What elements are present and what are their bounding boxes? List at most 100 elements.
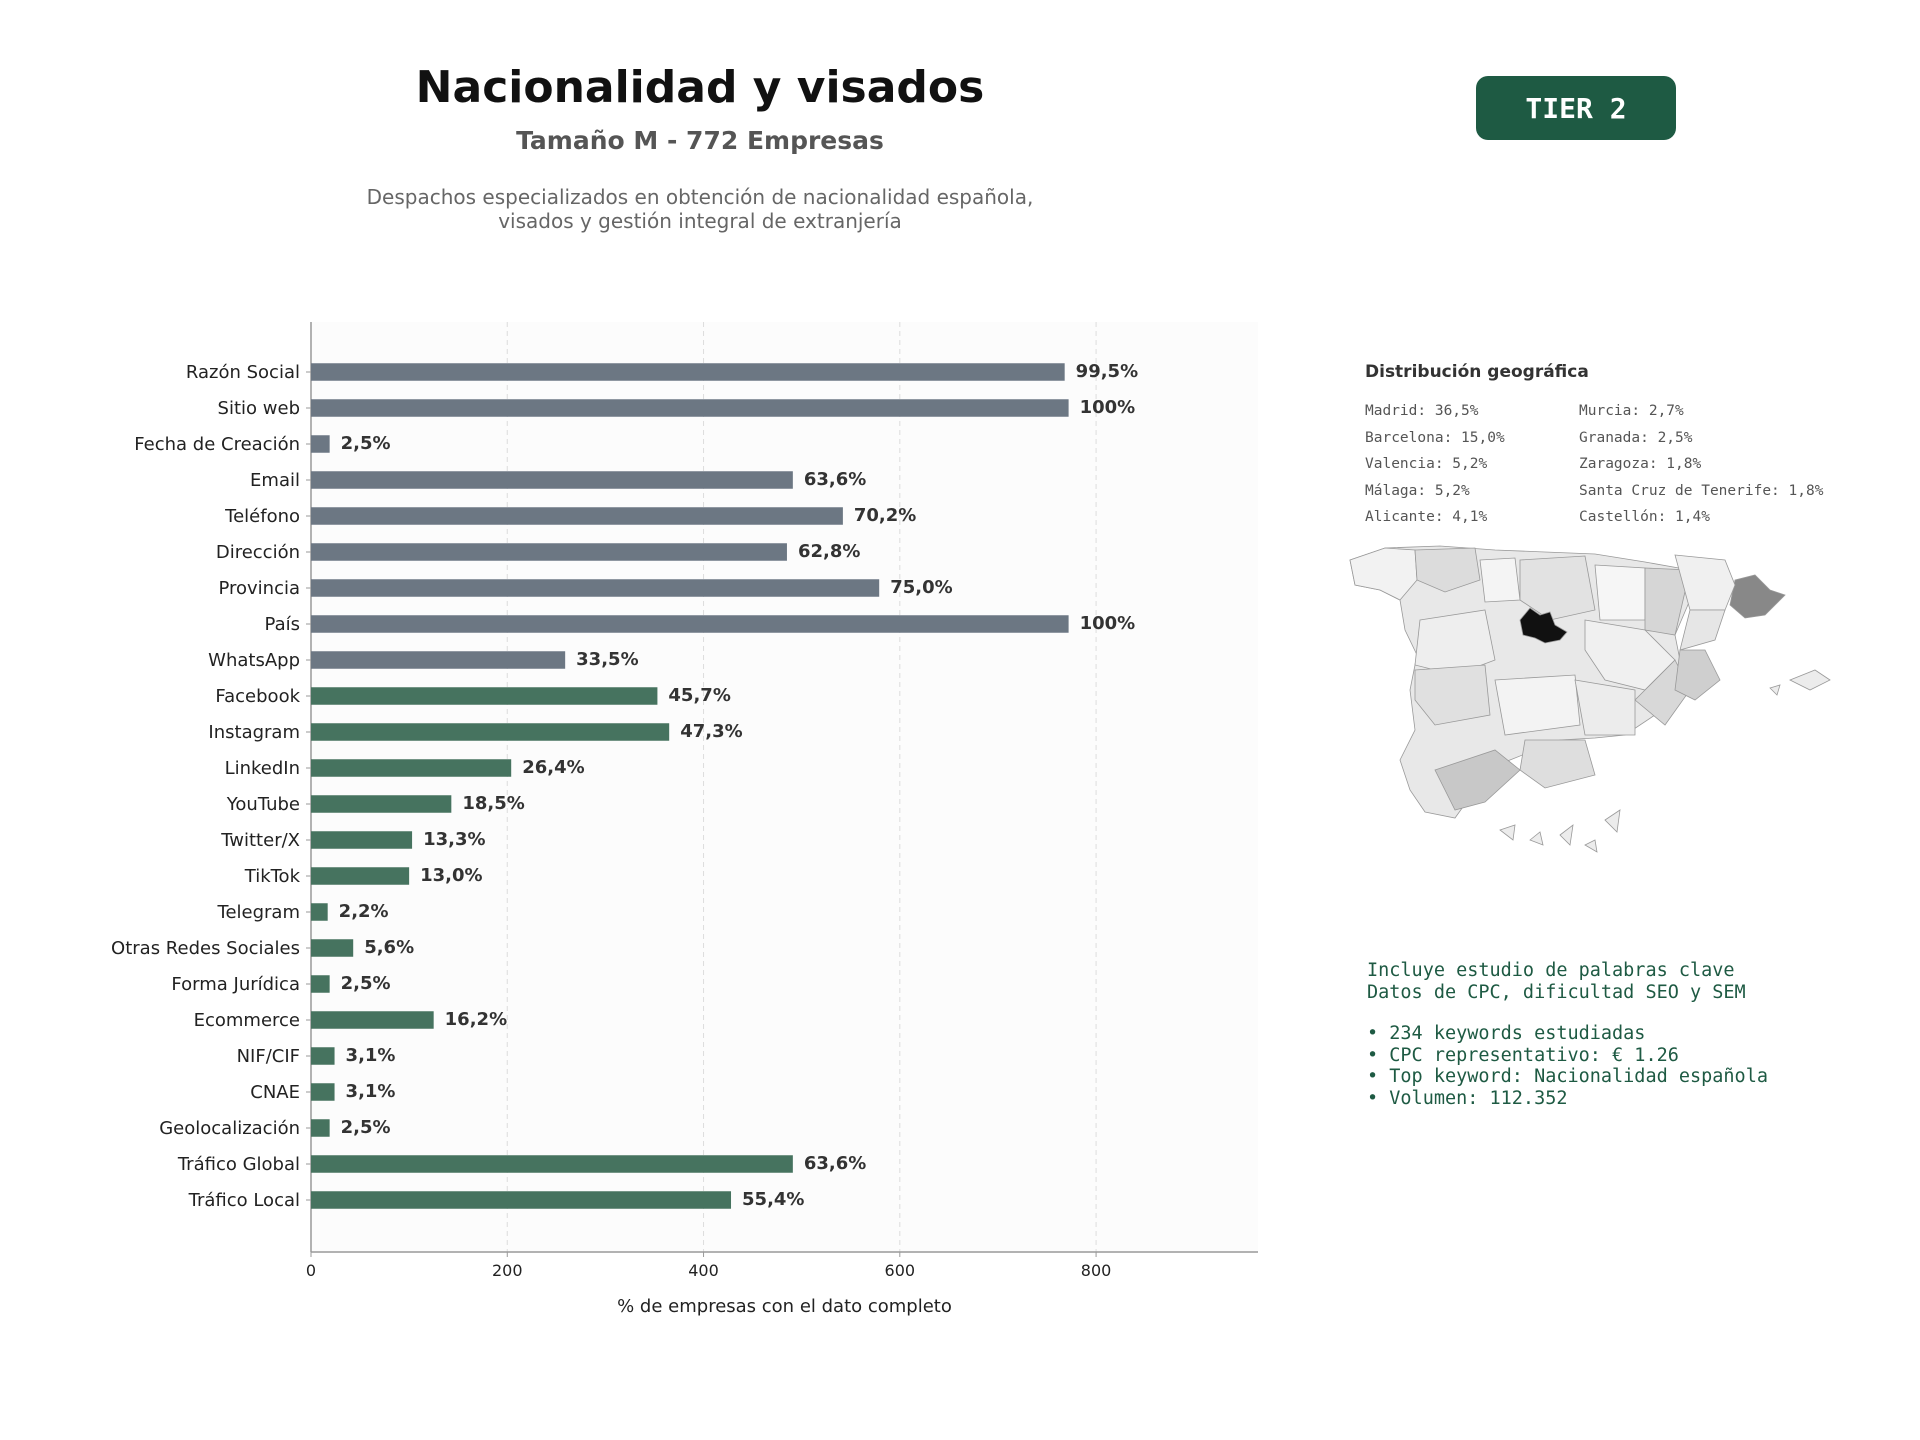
bar — [311, 759, 512, 777]
bar — [311, 363, 1065, 381]
category-label: Provincia — [218, 578, 300, 599]
map-province — [1729, 574, 1786, 619]
map-province — [1769, 684, 1781, 696]
bar — [311, 543, 787, 561]
data-label: 3,1% — [346, 1045, 396, 1066]
data-label: 63,6% — [804, 1153, 866, 1174]
x-tick-label: 600 — [885, 1261, 916, 1280]
data-label: 47,3% — [680, 721, 742, 742]
bar — [311, 399, 1069, 417]
map-province — [1584, 839, 1598, 853]
bar — [311, 435, 330, 453]
category-label: NIF/CIF — [237, 1046, 300, 1067]
bar — [311, 1083, 335, 1101]
map-province — [1414, 547, 1481, 593]
keyword-bullet: • Top keyword: Nacionalidad española — [1367, 1066, 1768, 1087]
category-label: Forma Jurídica — [171, 974, 300, 995]
geo-item: Granada: 2,5% — [1579, 429, 1693, 446]
map-province — [1674, 554, 1736, 611]
bar — [311, 831, 413, 849]
category-label: País — [265, 614, 300, 635]
page-description: Despachos especializados en obtención de… — [300, 185, 1100, 233]
bar — [311, 615, 1069, 633]
map-province — [1559, 824, 1574, 846]
geo-item: Santa Cruz de Tenerife: 1,8% — [1579, 482, 1824, 499]
bar — [311, 507, 843, 525]
category-label: Razón Social — [186, 362, 300, 383]
category-label: Tráfico Local — [188, 1190, 300, 1211]
category-label: Twitter/X — [220, 830, 300, 851]
bar — [311, 795, 452, 813]
keyword-bullet: • CPC representativo: € 1.26 — [1367, 1044, 1679, 1066]
data-label: 2,5% — [341, 973, 391, 994]
data-label: 3,1% — [346, 1081, 396, 1102]
map-province — [1349, 547, 1418, 601]
x-axis-label: % de empresas con el dato completo — [617, 1296, 952, 1317]
map-province — [1414, 664, 1491, 726]
geo-item: Málaga: 5,2% — [1365, 482, 1470, 499]
map-province — [1479, 557, 1521, 603]
map-province — [1519, 607, 1568, 644]
bar — [311, 579, 880, 597]
bar — [311, 903, 328, 921]
map-province — [1499, 824, 1516, 841]
category-label: Fecha de Creación — [134, 434, 300, 455]
geo-item: Zaragoza: 1,8% — [1579, 456, 1702, 472]
geo-item: Valencia: 5,2% — [1365, 456, 1488, 472]
category-label: YouTube — [226, 794, 300, 815]
category-label: WhatsApp — [208, 650, 300, 671]
geo-item: Murcia: 2,7% — [1579, 403, 1684, 419]
data-label: 2,2% — [339, 901, 389, 922]
bar — [311, 687, 658, 705]
description-line-1: Despachos especializados en obtención de… — [366, 185, 1034, 209]
geo-title: Distribución geográfica — [1365, 362, 1589, 382]
spain-province-map — [1349, 545, 1831, 853]
geo-list-left: Madrid: 36,5% Barcelona: 15,0% Valencia:… — [1365, 398, 1505, 531]
bar — [311, 1119, 330, 1137]
x-tick-label: 800 — [1081, 1261, 1112, 1280]
bar — [311, 939, 354, 957]
geo-item: Madrid: 36,5% — [1365, 403, 1479, 419]
tier-badge: TIER 2 — [1476, 76, 1676, 140]
page-subtitle: Tamaño M - 772 Empresas — [516, 126, 884, 155]
data-label: 45,7% — [668, 685, 730, 706]
map-province — [1679, 609, 1726, 651]
category-label: CNAE — [250, 1082, 300, 1103]
category-label: Teléfono — [224, 506, 300, 527]
category-label: Dirección — [216, 542, 300, 563]
data-label: 63,6% — [804, 469, 866, 490]
bar — [311, 1011, 434, 1029]
x-tick-label: 0 — [306, 1261, 316, 1280]
map-province — [1604, 809, 1621, 833]
category-label: Sitio web — [218, 398, 300, 419]
data-label: 70,2% — [854, 505, 916, 526]
category-label: Otras Redes Sociales — [111, 938, 300, 959]
data-label: 26,4% — [522, 757, 584, 778]
category-label: Instagram — [208, 722, 300, 743]
map-province — [1789, 669, 1831, 691]
data-label: 99,5% — [1076, 361, 1138, 382]
data-label: 62,8% — [798, 541, 860, 562]
geo-list-right: Murcia: 2,7% Granada: 2,5% Zaragoza: 1,8… — [1579, 398, 1823, 531]
keyword-bullet: • 234 keywords estudiadas — [1367, 1023, 1646, 1044]
keyword-bullet: • Volumen: 112.352 — [1367, 1087, 1568, 1109]
data-label: 16,2% — [445, 1009, 507, 1030]
bar — [311, 723, 670, 741]
plot-area — [311, 322, 1258, 1252]
geo-item: Alicante: 4,1% — [1365, 509, 1488, 525]
data-label: 55,4% — [742, 1189, 804, 1210]
bar — [311, 471, 793, 489]
bar — [311, 1155, 793, 1173]
bar-chart: Razón Social 99,5% Sitio web 100% Fecha de C… — [111, 322, 1258, 1317]
map-province — [1674, 649, 1721, 701]
keywords-line-2: Datos de CPC, dificultad SEO y SEM — [1367, 981, 1746, 1003]
category-label: Ecommerce — [194, 1010, 300, 1031]
category-label: TikTok — [244, 866, 301, 887]
bar — [311, 1047, 335, 1065]
data-label: 75,0% — [890, 577, 952, 598]
map-province — [1519, 739, 1596, 789]
category-label: Geolocalización — [159, 1118, 300, 1139]
bar — [311, 651, 566, 669]
data-label: 2,5% — [341, 1117, 391, 1138]
data-label: 18,5% — [462, 793, 524, 814]
